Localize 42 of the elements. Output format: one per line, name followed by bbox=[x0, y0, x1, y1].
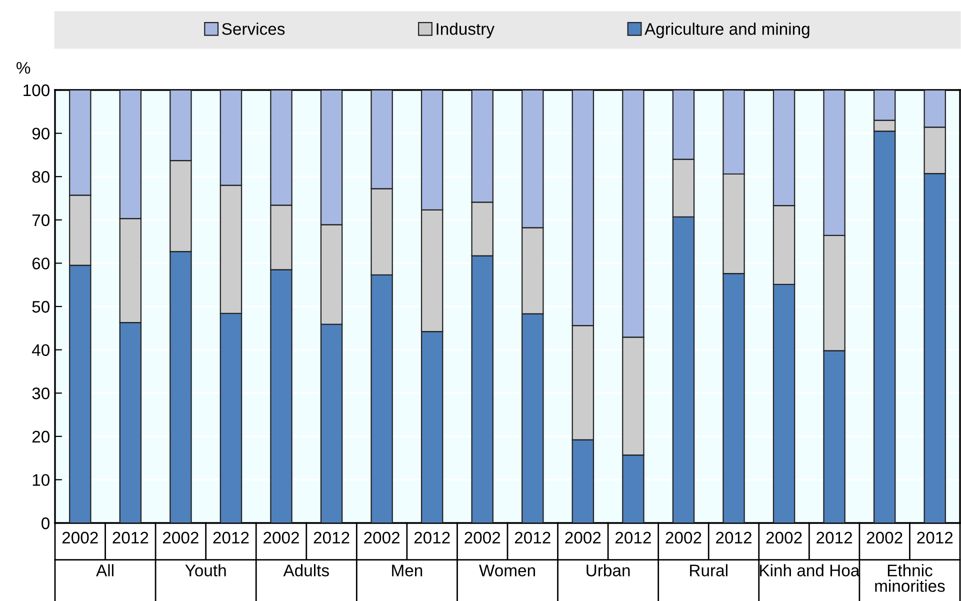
x-tick-label: 2002 bbox=[364, 532, 400, 544]
x-tick-label: 2012 bbox=[816, 532, 852, 544]
x-tick-label: 2002 bbox=[264, 532, 299, 544]
x-tick-label: 2012 bbox=[514, 532, 550, 544]
x-tick-label: 2012 bbox=[917, 532, 953, 544]
legend-label: Agriculture and mining bbox=[644, 22, 810, 38]
y-tick-label: 30 bbox=[32, 388, 50, 400]
text: Adults bbox=[283, 564, 329, 576]
x-tick-label: 2012 bbox=[213, 532, 249, 544]
text: Urban bbox=[586, 564, 630, 576]
text: Kinh and Hoa bbox=[760, 564, 860, 576]
y-tick-label: 20 bbox=[32, 430, 50, 443]
legend-label: Services bbox=[222, 22, 285, 35]
text: Rural bbox=[690, 564, 728, 576]
text: All bbox=[96, 564, 114, 576]
y-tick-label: 0 bbox=[42, 517, 50, 530]
legend-label: Industry bbox=[436, 22, 494, 38]
y-tick-label: 40 bbox=[32, 344, 50, 356]
x-tick-label: 2012 bbox=[615, 532, 651, 544]
y-tick-label: 100 bbox=[24, 84, 50, 96]
x-tick-label: 2012 bbox=[716, 532, 752, 544]
y-tick-label: 70 bbox=[32, 214, 50, 226]
x-tick-label: 2002 bbox=[62, 532, 98, 544]
x-tick-label: 2002 bbox=[464, 532, 500, 544]
y-tick-label: 80 bbox=[32, 171, 50, 183]
x-tick-label: 2002 bbox=[565, 532, 601, 544]
y-tick-label: 90 bbox=[32, 128, 50, 140]
x-tick-label: 2002 bbox=[666, 532, 702, 544]
x-tick-label: 2002 bbox=[866, 532, 902, 544]
text: Women bbox=[479, 564, 535, 576]
text: Men bbox=[392, 564, 422, 576]
x-tick-label: 2012 bbox=[414, 532, 450, 544]
y-tick-label: 10 bbox=[32, 474, 50, 486]
x-tick-label: 2012 bbox=[112, 532, 148, 544]
text: Youth bbox=[185, 564, 226, 576]
text: Ethnic minorities bbox=[875, 564, 945, 592]
x-tick-label: 2012 bbox=[314, 532, 350, 544]
y-axis-title: % bbox=[16, 62, 30, 74]
y-tick-label: 50 bbox=[32, 300, 50, 313]
y-tick-label: 60 bbox=[32, 258, 50, 270]
x-tick-label: 2002 bbox=[162, 532, 198, 544]
x-tick-label: 2002 bbox=[766, 532, 802, 544]
